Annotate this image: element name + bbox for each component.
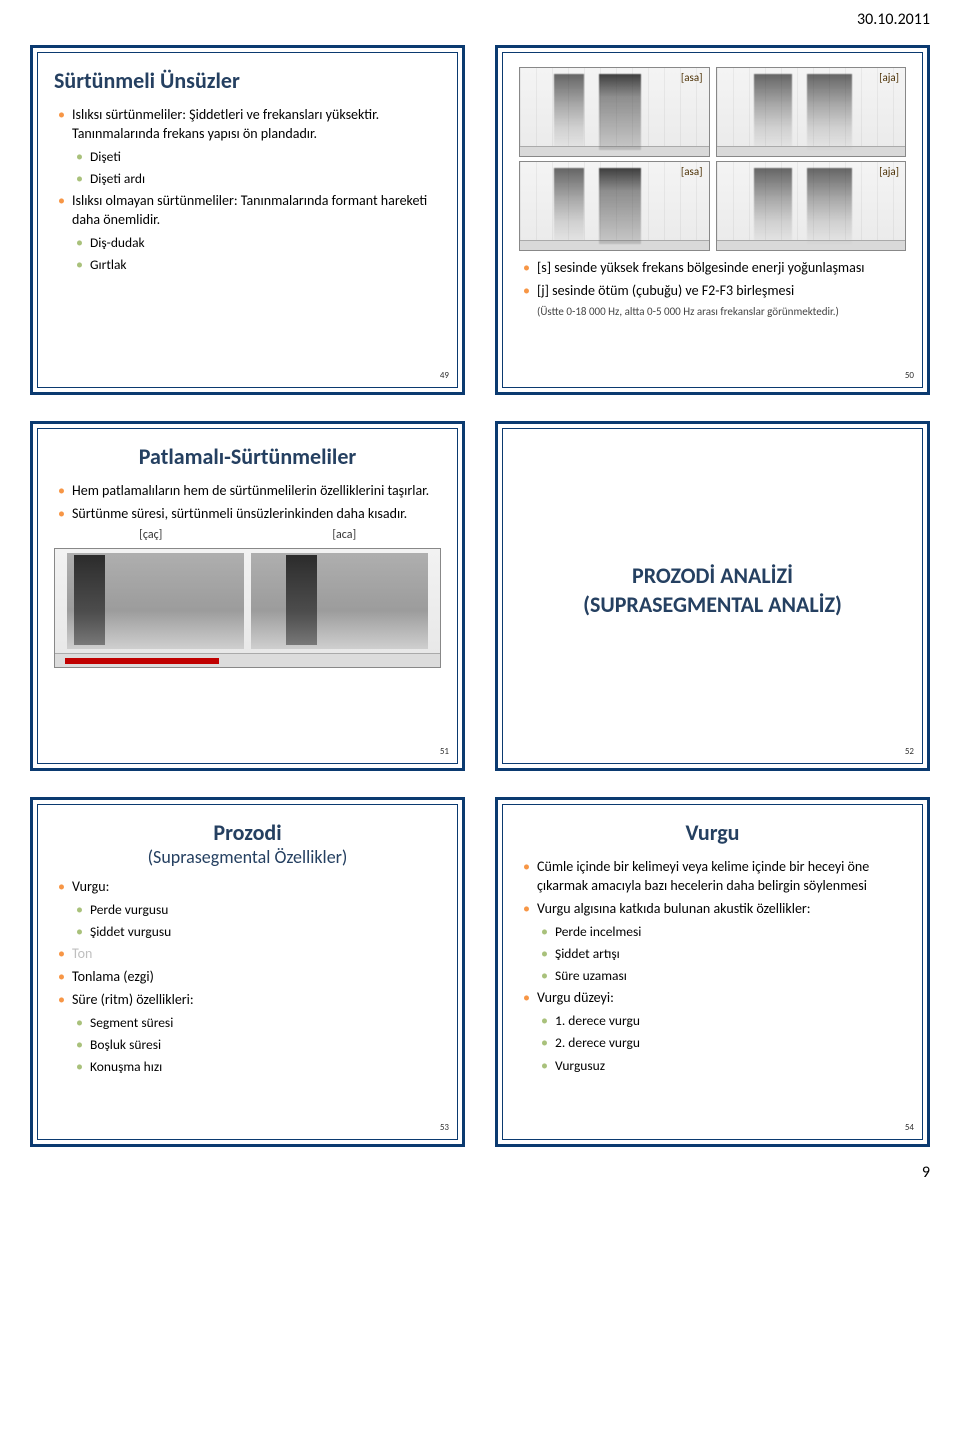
bullet-note: (Üstte 0-18 000 Hz, altta 0-5 000 Hz ara… (523, 305, 906, 320)
bullet-item: Şiddet vurgusu (76, 923, 441, 941)
slide-number: 54 (905, 1122, 914, 1133)
bullet-item: Boşluk süresi (76, 1036, 441, 1054)
slide-50: [asa] [aja] [asa] [aja] [s] (495, 45, 930, 395)
bullet-item: Konuşma hızı (76, 1058, 441, 1076)
bullet-item: 2. derece vurgu (541, 1034, 906, 1052)
bullet-item: Islıksı sürtünmeliler: Şiddetleri ve fre… (58, 106, 441, 144)
slide-number: 51 (440, 746, 449, 757)
spectrogram-asa-top: [asa] (519, 67, 710, 157)
slide-54-title: Vurgu (519, 819, 906, 846)
spectrogram-aja-top: [aja] (716, 67, 907, 157)
bullet-item: Vurgu algısına katkıda bulunan akustik ö… (523, 900, 906, 919)
slide-52: PROZODİ ANALİZİ (SUPRASEGMENTAL ANALİZ) … (495, 421, 930, 771)
slide-number: 49 (440, 370, 449, 381)
slide-49-bullets: Islıksı sürtünmeliler: Şiddetleri ve fre… (54, 106, 441, 274)
bullet-item: Diş-dudak (76, 234, 441, 252)
slide-49-title: Sürtünmeli Ünsüzler (54, 67, 441, 94)
bullet-item: Gırtlak (76, 256, 441, 274)
spectrogram-row-bottom: [asa] [aja] (519, 161, 906, 251)
spectrogram-aja-bottom: [aja] (716, 161, 907, 251)
bullet-item: Vurgu: (58, 878, 441, 897)
bullet-item: Dişeti (76, 148, 441, 166)
bullet-item: Cümle içinde bir kelimeyi veya kelime iç… (523, 858, 906, 896)
bullet-item: 1. derece vurgu (541, 1012, 906, 1030)
bullet-item: Sürtünme süresi, sürtünmeli ünsüzlerinki… (58, 505, 441, 524)
page-date: 30.10.2011 (0, 0, 960, 35)
bullet-item: Ton (58, 945, 441, 964)
slide-53-subtitle: (Suprasegmental Özellikler) (54, 846, 441, 868)
slide-51: Patlamalı-Sürtünmeliler Hem patlamalılar… (30, 421, 465, 771)
page-number: 9 (0, 1157, 960, 1196)
spectrogram-label: [asa] (681, 165, 703, 178)
slide-53-bullets: Vurgu: Perde vurgusu Şiddet vurgusu Ton … (54, 878, 441, 1077)
slide-53-title: Prozodi (54, 819, 441, 846)
slide-51-bullets: Hem patlamalıların hem de sürtünmelileri… (54, 482, 441, 524)
slide-grid: Sürtünmeli Ünsüzler Islıksı sürtünmelile… (0, 35, 960, 1157)
bullet-item: Perde incelmesi (541, 923, 906, 941)
slide-52-title-line1: PROZODİ ANALİZİ (632, 562, 793, 591)
bullet-item: Segment süresi (76, 1014, 441, 1032)
spectrogram-row-top: [asa] [aja] (519, 67, 906, 157)
spectrogram-label: [aca] (248, 528, 442, 542)
slide-number: 50 (905, 370, 914, 381)
slide-number: 52 (905, 746, 914, 757)
bullet-item: Süre uzaması (541, 967, 906, 985)
slide-51-title: Patlamalı-Sürtünmeliler (54, 443, 441, 470)
spectrogram-asa-bottom: [asa] (519, 161, 710, 251)
slide-49: Sürtünmeli Ünsüzler Islıksı sürtünmelile… (30, 45, 465, 395)
slide-50-bullets: [s] sesinde yüksek frekans bölgesinde en… (519, 259, 906, 320)
bullet-item: [j] sesinde ötüm (çubuğu) ve F2-F3 birle… (523, 282, 906, 301)
slide-53: Prozodi (Suprasegmental Özellikler) Vurg… (30, 797, 465, 1147)
spectrogram-wide (54, 548, 441, 668)
bullet-item: Islıksı olmayan sürtünmeliler: Tanınmala… (58, 192, 441, 230)
spectrogram-label: [çaç] (54, 528, 248, 542)
bullet-item: Şiddet artışı (541, 945, 906, 963)
bullet-item: Vurgu düzeyi: (523, 989, 906, 1008)
slide-52-title-line2: (SUPRASEGMENTAL ANALİZ) (583, 591, 842, 620)
bullet-item: Dişeti ardı (76, 170, 441, 188)
spectrogram-labels: [çaç] [aca] (54, 528, 441, 542)
bullet-item: Vurgusuz (541, 1057, 906, 1075)
slide-54-bullets: Cümle içinde bir kelimeyi veya kelime iç… (519, 858, 906, 1075)
bullet-item: Tonlama (ezgi) (58, 968, 441, 987)
spectrogram-label: [aja] (879, 165, 899, 178)
slide-number: 53 (440, 1122, 449, 1133)
bullet-item: Hem patlamalıların hem de sürtünmelileri… (58, 482, 441, 501)
spectrogram-label: [asa] (681, 71, 703, 84)
bullet-item: Süre (ritm) özellikleri: (58, 991, 441, 1010)
spectrogram-label: [aja] (879, 71, 899, 84)
slide-54: Vurgu Cümle içinde bir kelimeyi veya kel… (495, 797, 930, 1147)
bullet-item: Perde vurgusu (76, 901, 441, 919)
bullet-item: [s] sesinde yüksek frekans bölgesinde en… (523, 259, 906, 278)
